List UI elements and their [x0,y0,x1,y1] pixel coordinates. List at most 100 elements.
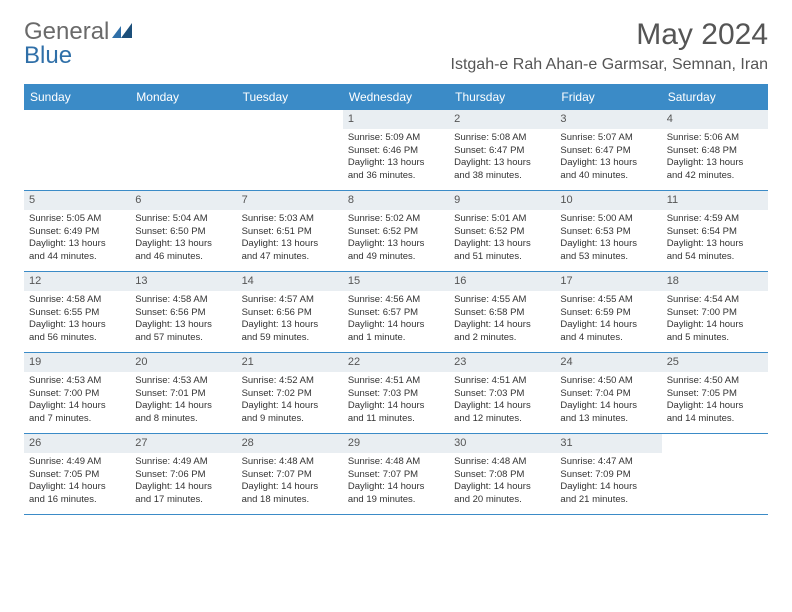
day-details: Sunrise: 5:00 AMSunset: 6:53 PMDaylight:… [560,213,656,264]
daylight-text-2: and 9 minutes. [242,413,338,426]
weekday-wednesday: Wednesday [343,84,449,110]
day-number [130,110,236,114]
day-details: Sunrise: 5:01 AMSunset: 6:52 PMDaylight:… [454,213,550,264]
sunset-text: Sunset: 6:59 PM [560,307,656,320]
sunrise-text: Sunrise: 4:55 AM [560,294,656,307]
day-cell: 30Sunrise: 4:48 AMSunset: 7:08 PMDayligh… [449,434,555,514]
daylight-text-1: Daylight: 13 hours [135,238,231,251]
day-number: 11 [662,191,768,210]
daylight-text-1: Daylight: 14 hours [667,319,763,332]
day-number: 23 [449,353,555,372]
day-cell: 10Sunrise: 5:00 AMSunset: 6:53 PMDayligh… [555,191,661,271]
daylight-text-1: Daylight: 13 hours [667,157,763,170]
sunrise-text: Sunrise: 4:49 AM [29,456,125,469]
logo: GeneralBlue [24,18,136,70]
sunset-text: Sunset: 7:00 PM [29,388,125,401]
daylight-text-1: Daylight: 14 hours [560,481,656,494]
day-details: Sunrise: 5:09 AMSunset: 6:46 PMDaylight:… [348,132,444,183]
day-cell: 5Sunrise: 5:05 AMSunset: 6:49 PMDaylight… [24,191,130,271]
week-row: 26Sunrise: 4:49 AMSunset: 7:05 PMDayligh… [24,434,768,515]
daylight-text-2: and 8 minutes. [135,413,231,426]
day-details: Sunrise: 4:51 AMSunset: 7:03 PMDaylight:… [454,375,550,426]
daylight-text-1: Daylight: 14 hours [242,400,338,413]
day-cell: 21Sunrise: 4:52 AMSunset: 7:02 PMDayligh… [237,353,343,433]
daylight-text-1: Daylight: 14 hours [29,400,125,413]
daylight-text-1: Daylight: 14 hours [560,319,656,332]
day-details: Sunrise: 4:53 AMSunset: 7:01 PMDaylight:… [135,375,231,426]
day-cell: 15Sunrise: 4:56 AMSunset: 6:57 PMDayligh… [343,272,449,352]
day-cell: 6Sunrise: 5:04 AMSunset: 6:50 PMDaylight… [130,191,236,271]
day-cell: 26Sunrise: 4:49 AMSunset: 7:05 PMDayligh… [24,434,130,514]
day-number: 27 [130,434,236,453]
weekday-saturday: Saturday [662,84,768,110]
sunset-text: Sunset: 6:57 PM [348,307,444,320]
day-cell: 31Sunrise: 4:47 AMSunset: 7:09 PMDayligh… [555,434,661,514]
week-row: 1Sunrise: 5:09 AMSunset: 6:46 PMDaylight… [24,110,768,191]
weekday-header-row: Sunday Monday Tuesday Wednesday Thursday… [24,84,768,110]
sunrise-text: Sunrise: 4:49 AM [135,456,231,469]
calendar: Sunday Monday Tuesday Wednesday Thursday… [24,84,768,515]
day-number: 16 [449,272,555,291]
daylight-text-1: Daylight: 14 hours [29,481,125,494]
day-number: 14 [237,272,343,291]
day-cell: 22Sunrise: 4:51 AMSunset: 7:03 PMDayligh… [343,353,449,433]
day-details: Sunrise: 4:48 AMSunset: 7:07 PMDaylight:… [242,456,338,507]
sunset-text: Sunset: 7:04 PM [560,388,656,401]
day-cell: 18Sunrise: 4:54 AMSunset: 7:00 PMDayligh… [662,272,768,352]
sunrise-text: Sunrise: 4:53 AM [29,375,125,388]
day-number [237,110,343,114]
day-number: 12 [24,272,130,291]
day-cell: 23 Sunrise: 4:51 AMSunset: 7:03 PMDayligh… [449,353,555,433]
daylight-text-1: Daylight: 14 hours [348,481,444,494]
daylight-text-1: Daylight: 13 hours [242,319,338,332]
daylight-text-2: and 7 minutes. [29,413,125,426]
sunrise-text: Sunrise: 5:06 AM [667,132,763,145]
sunrise-text: Sunrise: 5:05 AM [29,213,125,226]
sunrise-text: Sunrise: 4:50 AM [667,375,763,388]
daylight-text-1: Daylight: 13 hours [29,319,125,332]
sunrise-text: Sunrise: 5:04 AM [135,213,231,226]
day-number: 3 [555,110,661,129]
day-number: 6 [130,191,236,210]
day-details: Sunrise: 4:52 AMSunset: 7:02 PMDaylight:… [242,375,338,426]
day-details: Sunrise: 5:08 AMSunset: 6:47 PMDaylight:… [454,132,550,183]
daylight-text-1: Daylight: 13 hours [348,157,444,170]
daylight-text-2: and 57 minutes. [135,332,231,345]
day-cell: 9Sunrise: 5:01 AMSunset: 6:52 PMDaylight… [449,191,555,271]
day-details: Sunrise: 4:57 AMSunset: 6:56 PMDaylight:… [242,294,338,345]
day-details: Sunrise: 4:53 AMSunset: 7:00 PMDaylight:… [29,375,125,426]
day-number: 4 [662,110,768,129]
day-number: 15 [343,272,449,291]
day-details: Sunrise: 4:59 AMSunset: 6:54 PMDaylight:… [667,213,763,264]
day-details: Sunrise: 4:50 AMSunset: 7:04 PMDaylight:… [560,375,656,426]
day-details: Sunrise: 4:50 AMSunset: 7:05 PMDaylight:… [667,375,763,426]
sunrise-text: Sunrise: 4:56 AM [348,294,444,307]
header: GeneralBlue May 2024 Istgah-e Rah Ahan-e… [0,0,792,80]
daylight-text-2: and 47 minutes. [242,251,338,264]
daylight-text-1: Daylight: 14 hours [242,481,338,494]
daylight-text-2: and 42 minutes. [667,170,763,183]
daylight-text-2: and 44 minutes. [29,251,125,264]
daylight-text-1: Daylight: 13 hours [348,238,444,251]
day-details: Sunrise: 4:49 AMSunset: 7:06 PMDaylight:… [135,456,231,507]
day-cell [24,110,130,190]
sunset-text: Sunset: 7:03 PM [454,388,550,401]
sunrise-text: Sunrise: 4:58 AM [29,294,125,307]
sunrise-text: Sunrise: 4:48 AM [242,456,338,469]
sunrise-text: Sunrise: 4:50 AM [560,375,656,388]
day-cell: 7Sunrise: 5:03 AMSunset: 6:51 PMDaylight… [237,191,343,271]
day-cell [130,110,236,190]
sunrise-text: Sunrise: 4:52 AM [242,375,338,388]
weekday-sunday: Sunday [24,84,130,110]
day-cell: 1Sunrise: 5:09 AMSunset: 6:46 PMDaylight… [343,110,449,190]
sunset-text: Sunset: 6:46 PM [348,145,444,158]
sunrise-text: Sunrise: 4:47 AM [560,456,656,469]
sunrise-text: Sunrise: 5:02 AM [348,213,444,226]
daylight-text-2: and 59 minutes. [242,332,338,345]
sunrise-text: Sunrise: 5:08 AM [454,132,550,145]
sunrise-text: Sunrise: 4:57 AM [242,294,338,307]
location: Istgah-e Rah Ahan-e Garmsar, Semnan, Ira… [451,56,769,74]
logo-icon [112,18,136,45]
sunset-text: Sunset: 6:56 PM [135,307,231,320]
day-number: 13 [130,272,236,291]
